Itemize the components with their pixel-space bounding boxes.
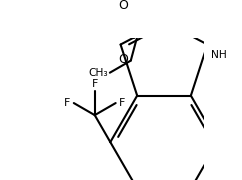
Text: F: F: [91, 79, 98, 89]
Text: F: F: [119, 98, 125, 108]
Text: CH₃: CH₃: [88, 68, 107, 78]
Text: O: O: [118, 0, 128, 12]
Text: O: O: [118, 53, 128, 66]
Text: F: F: [64, 98, 71, 108]
Text: NH: NH: [211, 50, 227, 60]
